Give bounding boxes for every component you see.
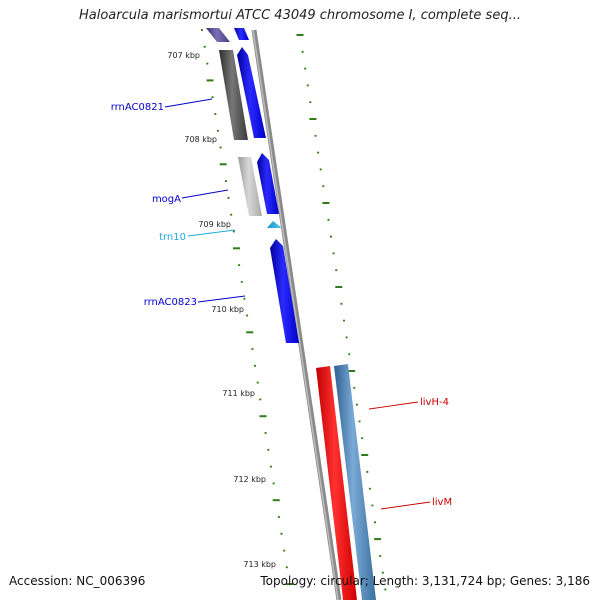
label-livH-4[interactable]: livH-4 (420, 397, 449, 408)
label-rrnAC0823[interactable]: rrnAC0823 (144, 297, 197, 308)
gene-blue-top[interactable] (234, 28, 249, 40)
label-trn10[interactable]: trn10 (159, 232, 186, 243)
gene-steel-livM[interactable] (334, 364, 376, 600)
gene-navy-top[interactable] (206, 28, 230, 42)
kbp-label: 711 kbp (222, 389, 255, 398)
kbp-label: 707 kbp (167, 51, 200, 60)
kbp-label: 713 kbp (243, 560, 276, 569)
kbp-label: 709 kbp (198, 220, 231, 229)
outer-tick-track (296, 34, 387, 591)
kbp-scale: 707 kbp 708 kbp 709 kbp 710 kbp 711 kbp 712 k… (167, 51, 276, 569)
label-mogA[interactable]: mogA (152, 194, 181, 205)
gene-dark-707[interactable] (219, 50, 248, 140)
kbp-label: 710 kbp (211, 305, 244, 314)
summary-text: Topology: circular; Length: 3,131,724 bp… (260, 574, 590, 588)
map-title: Haloarcula marismortui ATCC 43049 chromo… (79, 8, 521, 23)
inner-tick-track (201, 29, 293, 586)
kbp-label: 708 kbp (184, 135, 217, 144)
gene-cyan-trn10[interactable] (267, 221, 282, 228)
gene-labels: rrnAC0821 mogA trn10 rrnAC0823 livH-4 li… (111, 102, 452, 508)
backbone-highlight (252, 29, 339, 600)
accession-text: Accession: NC_006396 (9, 574, 146, 588)
label-livM[interactable]: livM (432, 497, 452, 508)
gene-leaders (164, 98, 431, 510)
gene-blue-mogA[interactable] (257, 153, 279, 214)
backbone-line (251, 29, 342, 600)
gene-light-708[interactable] (238, 157, 262, 216)
label-rrnAC0821[interactable]: rrnAC0821 (111, 102, 164, 113)
gene-blue-rrnAC0823[interactable] (270, 239, 299, 343)
gene-red-livH[interactable] (316, 366, 357, 600)
gene-features (206, 28, 376, 600)
kbp-label: 712 kbp (233, 475, 266, 484)
gene-blue-rrnAC0821[interactable] (237, 47, 266, 138)
